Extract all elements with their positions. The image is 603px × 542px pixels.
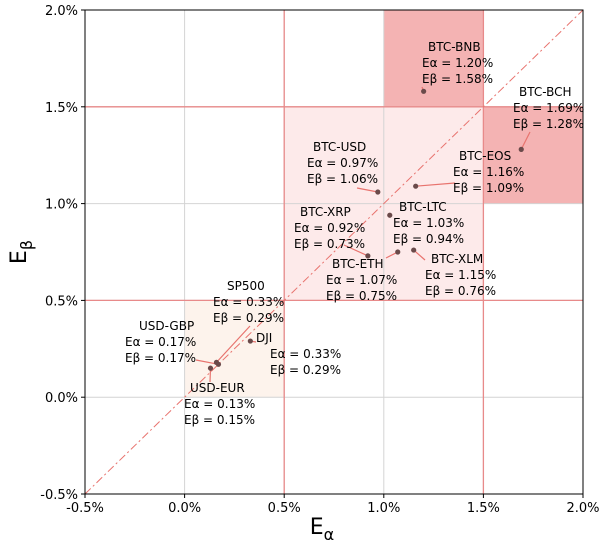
label-ea-btc-xlm: Eα = 1.15%: [425, 268, 496, 282]
y-tick-label-1: 0.0%: [45, 391, 78, 406]
point-btc-eos: [413, 183, 419, 189]
label-name-usd-gbp: USD-GBP: [139, 319, 194, 333]
label-eb-usd-gbp: Eβ = 0.17%: [125, 351, 196, 365]
label-name-usd-eur: USD-EUR: [190, 381, 245, 395]
point-btc-eth: [395, 249, 401, 255]
points-layer: [207, 88, 524, 371]
point-usd-gbp: [215, 361, 222, 367]
arrow-btc-bch: [520, 131, 531, 150]
label-ea-btc-bnb: Eα = 1.20%: [422, 56, 493, 70]
point-btc-xlm: [411, 247, 417, 253]
labels-layer: BTC-BNB Eα = 1.20% Eβ = 1.58% BTC-BCH Eα = 1…: [125, 40, 584, 427]
x-tick-label-0: -0.5%: [66, 501, 104, 516]
arrow-btc-xrp: [343, 244, 369, 257]
label-ea-btc-ltc: Eα = 1.03%: [393, 216, 464, 230]
point-btc-usd: [375, 189, 381, 195]
arrow-sp500: [216, 325, 251, 363]
label-eb-btc-bnb: Eβ = 1.58%: [422, 72, 493, 86]
y-tick-label-2: 0.5%: [45, 294, 78, 309]
label-name-btc-xrp: BTC-XRP: [300, 205, 351, 219]
label-eb-usd-eur: Eβ = 0.15%: [184, 413, 255, 427]
x-axis-label-main: E: [310, 515, 324, 540]
y-tick-label-3: 1.0%: [45, 198, 78, 213]
x-axis-label-sub: α: [324, 525, 335, 542]
point-btc-bnb: [421, 88, 427, 94]
y-tick-label-0: -0.5%: [40, 488, 78, 503]
label-ea-usd-eur: Eα = 0.13%: [184, 397, 255, 411]
ticks-layer: -0.5% 0.0% 0.5% 1.0% 1.5% 2.0% -0.5% 0.0% 0.5% 1.…: [40, 4, 599, 516]
label-ea-btc-usd: Eα = 0.97%: [307, 156, 378, 170]
y-tick-label-5: 2.0%: [45, 4, 78, 19]
label-ea-sp500: Eα = 0.33%: [213, 295, 284, 309]
label-ea-usd-gbp: Eα = 0.17%: [125, 335, 196, 349]
zone-2: [383, 10, 484, 107]
label-name-sp500: SP500: [227, 279, 265, 293]
label-name-btc-bch: BTC-BCH: [519, 85, 572, 99]
label-name-btc-eos: BTC-EOS: [459, 149, 511, 163]
label-eb-btc-eos: Eβ = 1.09%: [453, 181, 524, 195]
x-tick-label-3: 1.0%: [367, 501, 400, 516]
label-eb-btc-usd: Eβ = 1.06%: [307, 172, 378, 186]
label-eb-btc-xrp: Eβ = 0.73%: [294, 237, 365, 251]
point-btc-bch: [518, 146, 524, 152]
x-tick-label-1: 0.0%: [168, 501, 201, 516]
label-name-dji: DJI: [256, 331, 272, 345]
point-btc-ltc: [387, 212, 393, 218]
y-tick-label-4: 1.5%: [45, 101, 78, 116]
label-eb-sp500: Eβ = 0.29%: [213, 311, 284, 325]
label-ea-btc-xrp: Eα = 0.92%: [294, 221, 365, 235]
plot-frame: [84, 9, 584, 495]
point-dji: [247, 338, 253, 344]
label-eb-btc-xlm: Eβ = 0.76%: [425, 284, 496, 298]
point-usd-eur: [207, 365, 214, 371]
label-name-btc-xlm: BTC-XLM: [431, 252, 483, 266]
label-ea-dji: Eα = 0.33%: [270, 347, 341, 361]
y-axis-label-main: E: [7, 250, 32, 264]
arrow-btc-eos: [415, 182, 456, 187]
x-tick-label-4: 1.5%: [467, 501, 500, 516]
x-axis-label: Eα: [310, 515, 334, 542]
arrow-btc-usd: [356, 187, 378, 193]
label-ea-btc-eth: Eα = 1.07%: [326, 273, 397, 287]
x-tick-label-5: 2.0%: [566, 501, 599, 516]
label-name-btc-ltc: BTC-LTC: [399, 200, 447, 214]
label-name-btc-eth: BTC-ETH: [332, 257, 384, 271]
label-eb-btc-bch: Eβ = 1.28%: [513, 117, 584, 131]
label-ea-btc-bch: Eα = 1.69%: [513, 101, 584, 115]
label-eb-dji: Eβ = 0.29%: [270, 363, 341, 377]
label-name-btc-usd: BTC-USD: [313, 140, 366, 154]
label-name-btc-bnb: BTC-BNB: [428, 40, 481, 54]
label-eb-btc-eth: Eβ = 0.75%: [326, 289, 397, 303]
label-eb-btc-ltc: Eβ = 0.94%: [393, 232, 464, 246]
y-axis-label: Eβ: [7, 240, 36, 264]
x-tick-label-2: 0.5%: [268, 501, 301, 516]
zone-3: [483, 106, 583, 204]
point-btc-xrp: [365, 253, 371, 259]
diagonal-line: [84, 9, 584, 495]
label-ea-btc-eos: Eα = 1.16%: [453, 165, 524, 179]
y-axis-label-sub: β: [17, 240, 36, 250]
reference-lines-layer: [85, 10, 583, 494]
